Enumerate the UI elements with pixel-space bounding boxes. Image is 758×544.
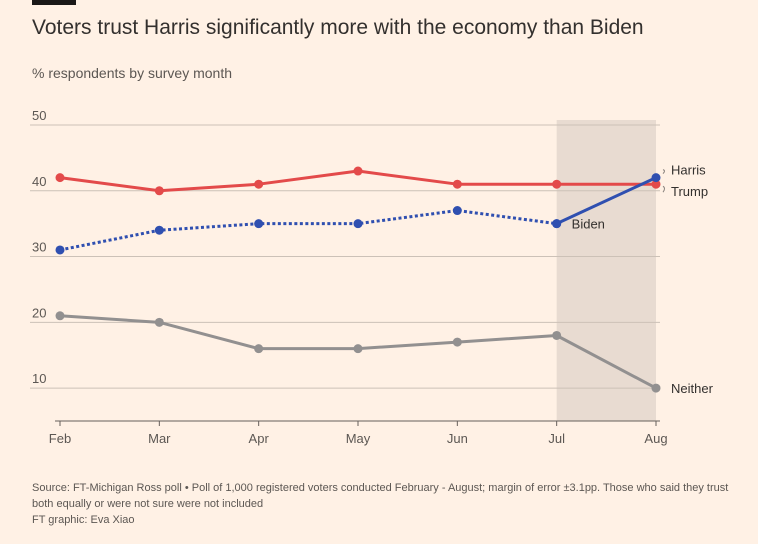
x-tick-label: Feb — [49, 431, 71, 446]
y-tick-label: 10 — [32, 371, 46, 386]
brand-bar — [32, 0, 76, 5]
series-label-harris: Harris — [671, 163, 706, 178]
data-point-neither — [254, 344, 264, 354]
x-tick-label: Jun — [447, 431, 468, 446]
y-tick-label: 50 — [32, 108, 46, 123]
graphic-credit: FT graphic: Eva Xiao — [32, 514, 135, 526]
y-tick-label: 20 — [32, 305, 46, 320]
data-point-trump — [452, 179, 462, 189]
data-point-neither — [55, 311, 65, 321]
data-point-harris — [651, 173, 661, 183]
data-point-neither — [154, 317, 164, 327]
data-point-harris — [552, 219, 562, 229]
series-label-neither: Neither — [671, 381, 714, 396]
highlight-band — [556, 120, 656, 421]
series-label-trump: Trump — [671, 184, 708, 199]
x-tick-label: May — [346, 431, 371, 446]
y-tick-label: 30 — [32, 240, 46, 255]
source-note: Source: FT-Michigan Ross poll • Poll of … — [32, 482, 729, 510]
line-chart: 10 20 30 40 50 Feb Mar Apr May Jun Jul Aug Harris Tru… — [30, 108, 714, 446]
y-tick-label: 40 — [32, 174, 46, 189]
data-point-biden — [154, 225, 164, 235]
data-point-trump — [651, 179, 661, 189]
data-point-trump — [552, 179, 562, 189]
data-point-biden — [452, 206, 462, 216]
x-tick-label: Apr — [249, 431, 270, 446]
data-point-trump — [154, 186, 164, 196]
data-point-biden — [254, 219, 264, 229]
chart-subtitle: % respondents by survey month — [32, 65, 232, 81]
series-label-biden: Biden — [572, 217, 605, 232]
data-point-neither — [452, 337, 462, 347]
data-point-biden — [55, 245, 65, 255]
label-connector — [662, 185, 665, 193]
data-point-trump — [353, 166, 363, 176]
series-line-harris — [556, 176, 657, 226]
label-connector — [662, 169, 665, 174]
chart-footer: Source: FT-Michigan Ross poll • Poll of … — [32, 480, 732, 528]
data-point-biden — [353, 219, 363, 229]
data-point-neither — [552, 330, 562, 340]
data-point-neither — [651, 383, 661, 393]
x-tick-label: Jul — [548, 431, 565, 446]
data-point-trump — [254, 179, 264, 189]
data-point-trump — [55, 173, 65, 183]
series-line-biden — [59, 209, 557, 252]
x-tick-label: Aug — [644, 431, 667, 446]
x-tick-label: Mar — [148, 431, 171, 446]
chart-title: Voters trust Harris significantly more w… — [32, 16, 644, 39]
data-point-neither — [353, 344, 363, 354]
